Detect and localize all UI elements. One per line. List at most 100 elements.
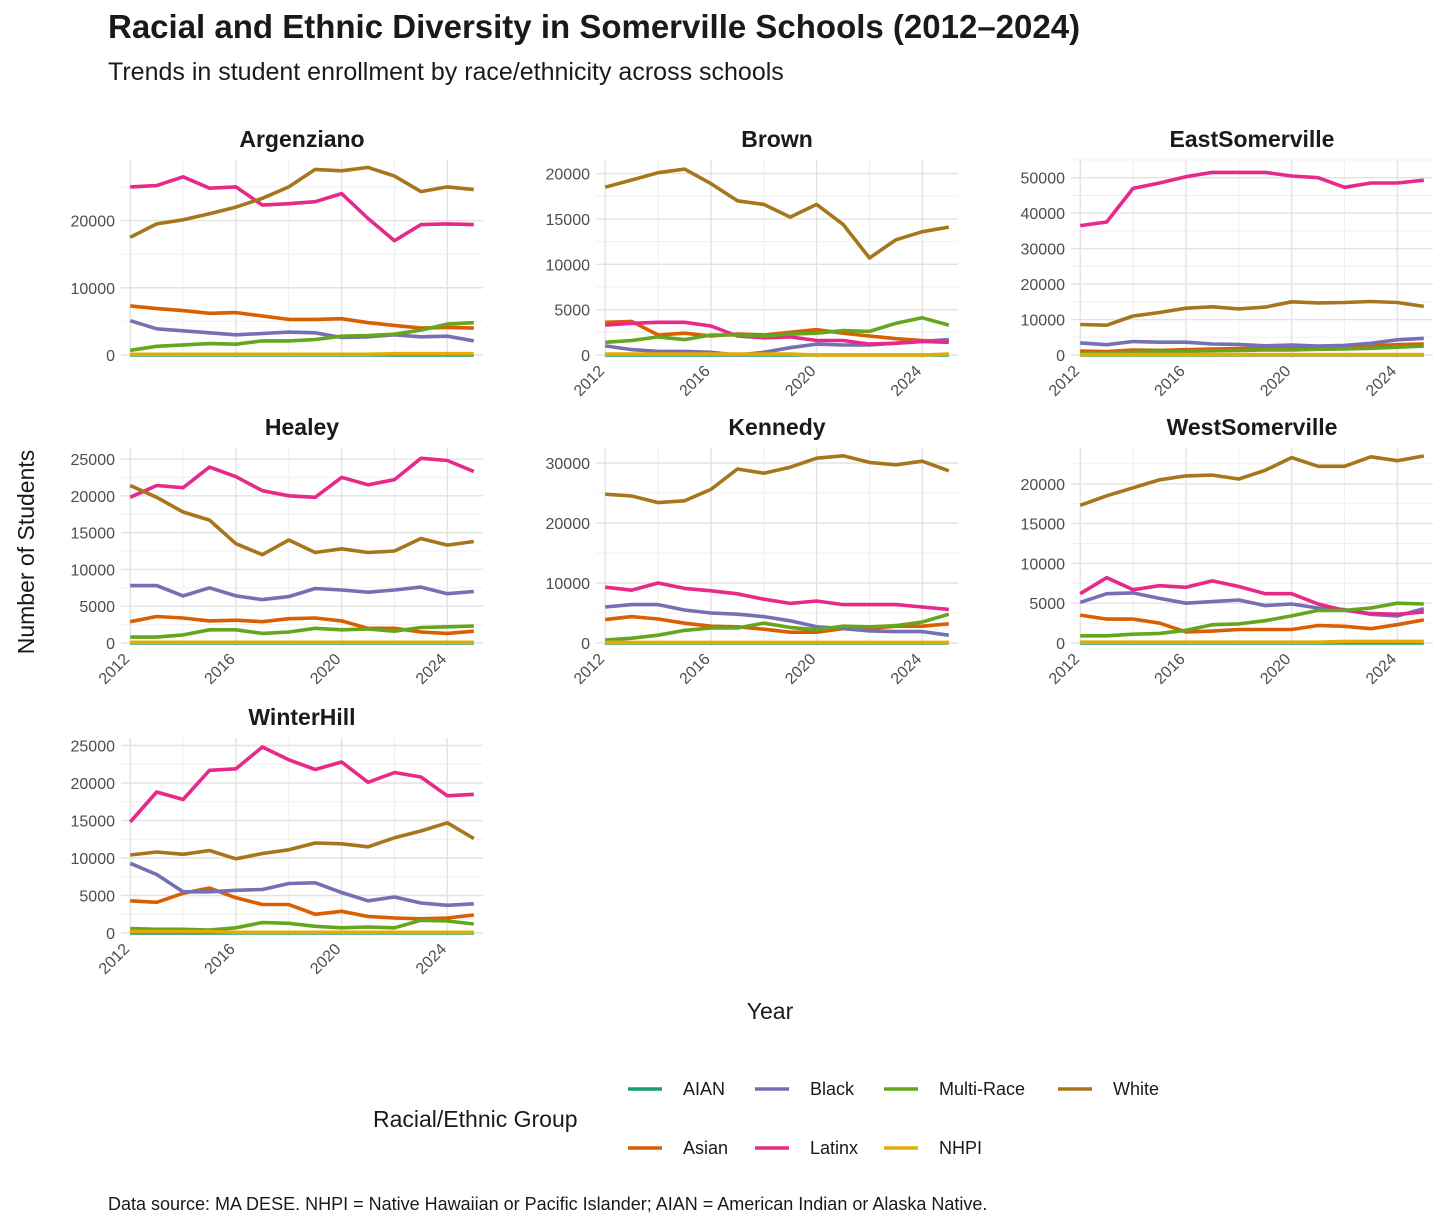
y-tick-label: 20000 [71, 214, 116, 231]
x-tick-label: 2024 [1363, 651, 1400, 688]
x-tick-label: 2016 [677, 651, 714, 688]
x-tick-label: 2012 [1046, 651, 1083, 688]
panel-title-argenziano: Argenziano [239, 126, 364, 152]
series-line-brown-white [604, 167, 950, 260]
x-tick-label: 2016 [202, 651, 239, 688]
x-tick-label: 2024 [413, 651, 450, 688]
panel-title-winterhill: WinterHill [248, 704, 355, 730]
series-line-winterhill-multi-race [130, 918, 475, 932]
x-tick-label: 2020 [782, 651, 819, 688]
y-axis-title: Number of Students [13, 450, 39, 655]
y-tick-label: 20000 [71, 776, 116, 793]
y-tick-label: 10000 [71, 562, 116, 579]
y-tick-label: 0 [106, 636, 115, 653]
series-line-westsomerville-nhpi [1080, 639, 1424, 645]
series-line-winterhill-latinx [128, 745, 474, 824]
x-tick-label: 2016 [202, 941, 239, 978]
series-line-argenziano-multi-race [129, 320, 474, 353]
x-tick-label: 2020 [1257, 651, 1294, 688]
y-tick-label: 25000 [71, 739, 116, 756]
legend-label-black: Black [810, 1079, 855, 1099]
x-axis-title: Year [747, 998, 794, 1024]
y-tick-label: 10000 [1021, 313, 1066, 330]
x-tick-label: 2020 [782, 363, 819, 400]
panel-title-eastsomerville: EastSomerville [1170, 126, 1335, 152]
y-tick-label: 20000 [1021, 277, 1066, 294]
x-tick-label: 2024 [1363, 363, 1400, 400]
series-line-brown-nhpi [605, 352, 949, 357]
series-line-winterhill-nhpi [130, 929, 474, 935]
legend-label-multi-race: Multi-Race [939, 1079, 1025, 1099]
y-tick-label: 5000 [1029, 596, 1065, 613]
y-tick-label: 5000 [79, 599, 115, 616]
series-line-argenziano-asian [130, 304, 474, 330]
y-tick-label: 15000 [1021, 517, 1066, 534]
y-tick-label: 20000 [1021, 477, 1066, 494]
x-tick-label: 2016 [677, 363, 714, 400]
y-tick-label: 15000 [71, 814, 116, 831]
y-tick-label: 0 [1056, 636, 1065, 653]
y-tick-label: 15000 [71, 526, 116, 543]
x-tick-label: 2024 [888, 651, 925, 688]
series-line-argenziano-latinx [130, 175, 474, 243]
series-line-eastsomerville-white [1080, 299, 1425, 328]
y-tick-label: 0 [106, 926, 115, 943]
x-tick-label: 2016 [1152, 363, 1189, 400]
legend-title: Racial/Ethnic Group [373, 1106, 578, 1132]
series-line-eastsomerville-multi-race [1080, 344, 1424, 356]
legend-label-white: White [1113, 1079, 1159, 1099]
series-line-argenziano-white [129, 165, 474, 239]
y-tick-label: 5000 [79, 889, 115, 906]
y-tick-label: 10000 [546, 257, 591, 274]
y-tick-label: 25000 [71, 452, 116, 469]
y-tick-label: 20000 [546, 167, 591, 184]
y-tick-label: 0 [1056, 348, 1065, 365]
y-tick-label: 0 [581, 348, 590, 365]
y-tick-label: 50000 [1021, 171, 1066, 188]
series-line-winterhill-black [129, 861, 474, 908]
panel-title-healey: Healey [265, 414, 339, 440]
series-line-brown-latinx [605, 320, 949, 346]
y-tick-label: 5000 [554, 303, 590, 320]
panel-title-westsomerville: WestSomerville [1167, 414, 1338, 440]
legend-label-latinx: Latinx [810, 1138, 858, 1158]
y-tick-label: 15000 [546, 212, 591, 229]
panel-title-kennedy: Kennedy [728, 414, 825, 440]
y-tick-label: 30000 [1021, 242, 1066, 259]
y-tick-label: 10000 [71, 281, 116, 298]
series-line-westsomerville-multi-race [1080, 601, 1424, 638]
series-line-healey-white [129, 483, 475, 557]
x-tick-label: 2020 [307, 651, 344, 688]
series-line-westsomerville-white [1079, 454, 1425, 507]
y-tick-label: 10000 [1021, 556, 1066, 573]
series-line-winterhill-white [129, 820, 475, 861]
chart-subtitle: Trends in student enrollment by race/eth… [108, 58, 784, 86]
x-tick-label: 2012 [571, 363, 608, 400]
y-tick-label: 0 [106, 348, 115, 365]
y-tick-label: 20000 [546, 516, 591, 533]
x-tick-label: 2012 [96, 941, 133, 978]
x-tick-label: 2012 [96, 651, 133, 688]
y-tick-label: 40000 [1021, 206, 1066, 223]
series-line-healey-black [130, 583, 474, 602]
y-tick-label: 10000 [546, 576, 591, 593]
chart-title: Racial and Ethnic Diversity in Somervill… [108, 8, 1081, 45]
panel-title-brown: Brown [741, 126, 813, 152]
x-tick-label: 2024 [888, 363, 925, 400]
y-tick-label: 10000 [71, 851, 116, 868]
x-tick-label: 2012 [1046, 363, 1083, 400]
series-line-eastsomerville-black [1080, 336, 1424, 348]
legend-label-asian: Asian [683, 1138, 728, 1158]
x-tick-label: 2012 [571, 651, 608, 688]
series-line-healey-asian [129, 614, 474, 636]
x-tick-label: 2024 [413, 941, 450, 978]
series-line-kennedy-black [605, 602, 950, 637]
series-line-argenziano-black [129, 318, 475, 343]
x-tick-label: 2020 [1257, 363, 1294, 400]
series-line-argenziano-nhpi [130, 351, 474, 357]
x-tick-label: 2020 [307, 941, 344, 978]
y-tick-label: 0 [581, 636, 590, 653]
y-tick-label: 30000 [546, 456, 591, 473]
legend-label-nhpi: NHPI [939, 1138, 982, 1158]
